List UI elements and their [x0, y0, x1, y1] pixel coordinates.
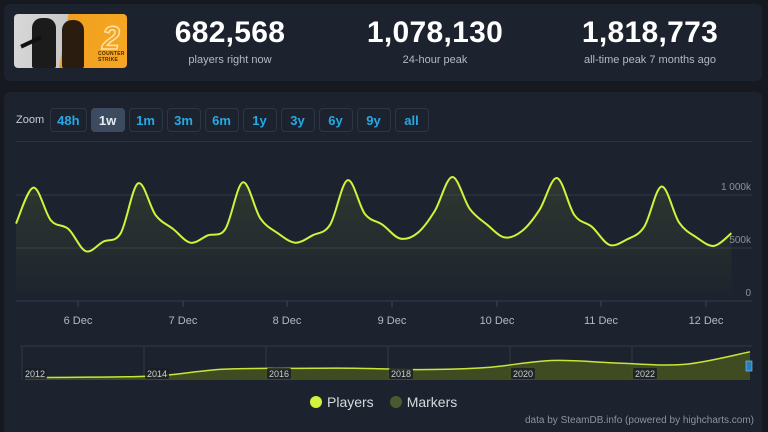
zoom-1y-button[interactable]: 1y	[242, 108, 277, 132]
stat-label: 24-hour peak	[402, 54, 468, 66]
zoom-3m-button[interactable]: 3m	[166, 108, 201, 132]
stat-24h-peak: 1,078,130 24-hour peak	[360, 16, 510, 66]
zoom-9y-button[interactable]: 9y	[356, 108, 391, 132]
stat-label: all-time peak 7 months ago	[583, 54, 717, 66]
stats-header-card	[4, 4, 762, 81]
chart-credits-link[interactable]: data by SteamDB.info (powered by highcha…	[525, 415, 754, 426]
players-dot-icon	[310, 396, 322, 408]
soldier-figure-icon	[32, 18, 56, 68]
zoom-6y-button[interactable]: 6y	[318, 108, 353, 132]
stat-current-players: 682,568 players right now	[160, 16, 300, 66]
zoom-all-button[interactable]: all	[394, 108, 429, 132]
zoom-1m-button[interactable]: 1m	[128, 108, 163, 132]
zoom-1w-button[interactable]: 1w	[90, 108, 125, 132]
legend-item-players[interactable]: Players	[310, 394, 374, 410]
stat-value: 1,078,130	[366, 16, 504, 49]
soldier-figure-icon	[62, 20, 84, 68]
game-thumbnail[interactable]: 2 COUNTER STRIKE	[14, 14, 127, 68]
zoom-label: Zoom	[16, 114, 45, 126]
stat-all-time-peak: 1,818,773 all-time peak 7 months ago	[565, 16, 735, 66]
legend-label: Markers	[406, 394, 458, 410]
stat-value: 682,568	[174, 16, 286, 49]
zoom-48h-button[interactable]: 48h	[50, 108, 87, 132]
zoom-3y-button[interactable]: 3y	[280, 108, 315, 132]
markers-dot-icon	[389, 396, 402, 408]
stat-value: 1,818,773	[581, 16, 719, 49]
chart-card	[4, 92, 762, 432]
cs2-logo-mark: 2	[101, 19, 120, 57]
zoom-6m-button[interactable]: 6m	[204, 108, 239, 132]
cs2-logo-text: COUNTER STRIKE	[98, 51, 125, 63]
stat-label: players right now	[188, 54, 272, 66]
zoom-range-selector: Zoom 48h 1w 1m 3m 6m 1y 3y 6y 9y all	[16, 108, 429, 132]
legend-item-markers[interactable]: Markers	[389, 394, 458, 410]
zoom-separator	[16, 141, 752, 142]
legend-label: Players	[327, 394, 374, 410]
chart-legend: Players Markers	[310, 394, 457, 410]
